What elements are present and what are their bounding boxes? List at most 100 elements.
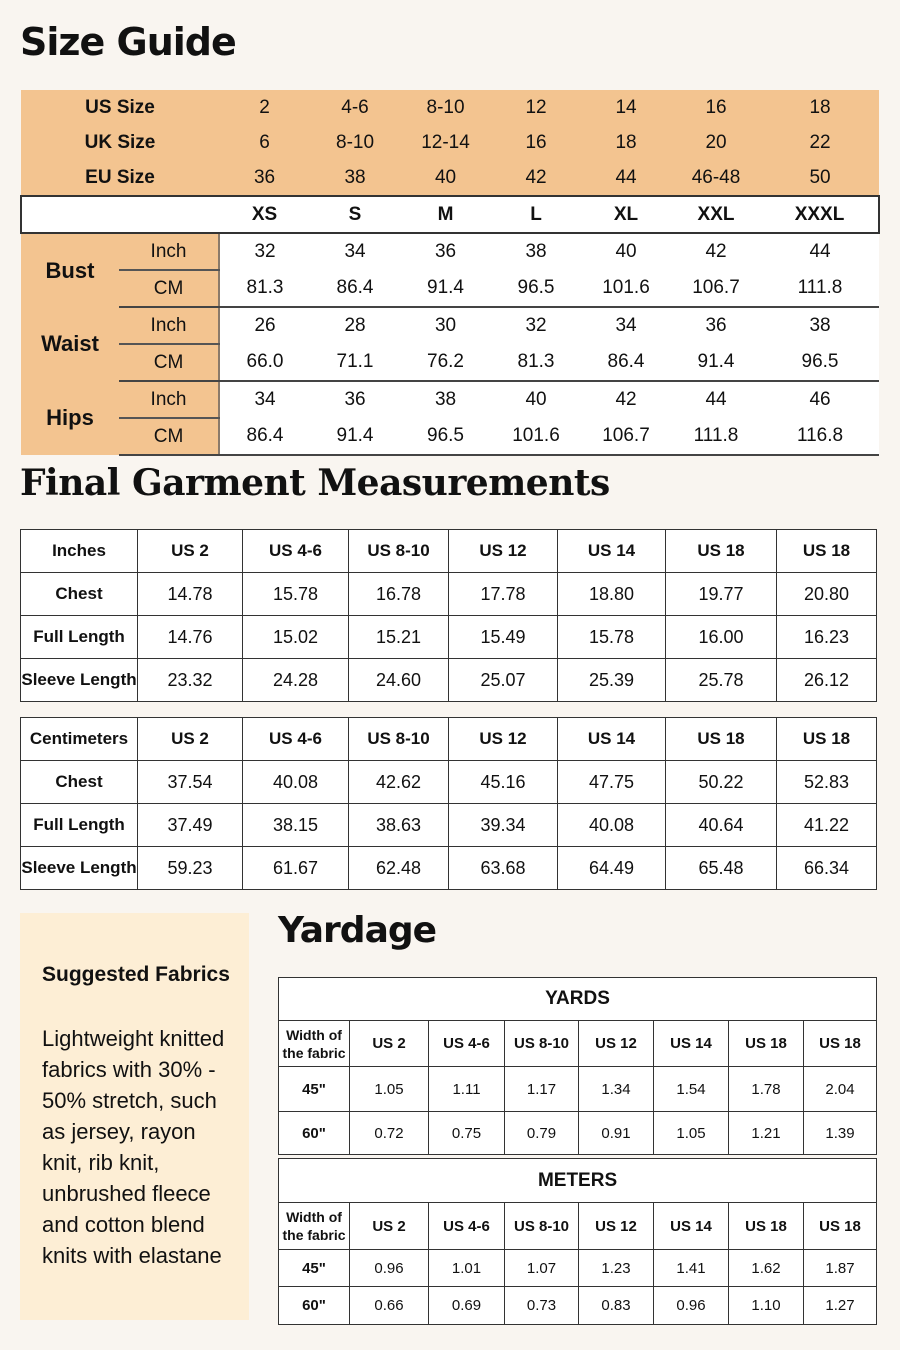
yardage-value: 1.54 [653,1066,729,1112]
measurement-value: 71.1 [310,344,401,382]
letter-size: M [400,195,492,234]
yardage-value: 1.34 [578,1066,654,1112]
size-column-header: US 8-10 [504,1020,579,1067]
garment-value: 41.22 [776,803,877,847]
measurement-value: 106.7 [581,418,672,456]
size-column-header: US 4-6 [428,1020,505,1067]
yardage-row: 45" 0.96 1.01 1.07 1.23 1.41 1.62 1.87 [278,1249,878,1287]
yardage-title: Yardage [278,910,437,951]
size-value: 50 [761,160,880,196]
yardage-value: 0.96 [349,1249,429,1287]
letter-size: S [310,195,401,234]
garment-row: Chest 37.54 40.08 42.62 45.16 47.75 50.22 52.83 [20,760,877,804]
garment-value: 59.23 [137,846,243,890]
letter-size: XL [581,195,672,234]
size-value: 20 [671,125,762,160]
garment-value: 25.39 [557,658,666,702]
unit-label: Inch [119,381,221,419]
size-value: 18 [761,90,880,125]
size-value: 40 [400,160,492,196]
garment-value: 64.49 [557,846,666,890]
width-of-fabric-label: Width of the fabric [278,1020,350,1067]
size-column-header: US 4-6 [428,1202,505,1250]
size-column-header: US 4-6 [242,529,349,573]
size-value: 16 [671,90,762,125]
measurement-value: 116.8 [761,418,880,456]
size-value: 12-14 [400,125,492,160]
garment-value: 19.77 [665,572,777,616]
yardage-value: 0.75 [428,1111,505,1155]
garment-value: 42.62 [348,760,449,804]
size-header-row: UK Size 6 8-10 12-14 16 18 20 22 [21,125,880,160]
measurement-value: 34 [219,381,311,418]
measurement-row: Waist Inch 26 28 30 32 34 36 38 [21,307,880,381]
garment-measure-label: Full Length [20,615,138,659]
measurement-value: 91.4 [310,418,401,456]
measurement-value: 38 [761,307,880,344]
size-column-header: US 18 [776,529,877,573]
measurement-name: Bust [21,233,119,307]
garment-value: 26.12 [776,658,877,702]
size-column-header: US 14 [557,529,666,573]
letter-size: L [491,195,582,234]
measurement-value: 26 [219,307,311,344]
garment-measure-label: Sleeve Length [20,658,138,702]
yardage-caption-row: YARDS [277,977,878,1021]
garment-value: 18.80 [557,572,666,616]
measurement-row: Hips Inch 34 36 38 40 42 44 46 [21,381,880,455]
garment-value: 24.60 [348,658,449,702]
measurement-value: 91.4 [671,344,762,382]
yardage-value: 2.04 [802,1066,878,1112]
measurement-value: 38 [400,381,492,418]
size-column-header: US 18 [802,1020,878,1067]
measurement-value: 91.4 [400,270,492,308]
yardage-row: 60" 0.66 0.69 0.73 0.83 0.96 1.10 1.27 [278,1286,878,1325]
yardage-value: 1.41 [653,1249,729,1287]
measurement-value: 96.5 [491,270,582,308]
yardage-value: 0.66 [349,1286,429,1325]
size-value: 22 [761,125,880,160]
letter-size: XS [219,195,311,234]
size-column-header: US 12 [448,529,558,573]
measurement-value: 76.2 [400,344,492,382]
garment-row: Full Length 37.49 38.15 38.63 39.34 40.08 40.6… [20,803,877,847]
size-value: 6 [219,125,311,160]
measurement-value: 96.5 [761,344,880,382]
yardage-value: 1.07 [504,1249,579,1287]
measurement-value: 34 [581,307,672,344]
measurement-value: 38 [491,233,582,270]
fabric-width-label: 60" [278,1111,350,1155]
size-column-header: US 2 [137,717,243,761]
measurement-value: 101.6 [581,270,672,308]
garment-value: 40.08 [242,760,349,804]
letter-size-spacer [19,195,220,234]
garment-value: 15.49 [448,615,558,659]
size-column-header: US 18 [728,1020,804,1067]
size-value: 18 [581,125,672,160]
garment-value: 38.63 [348,803,449,847]
size-value: 14 [581,90,672,125]
garment-value: 23.32 [137,658,243,702]
measurement-value: 44 [671,381,762,418]
garment-value: 24.28 [242,658,349,702]
garment-value: 25.78 [665,658,777,702]
size-system-label: US Size [21,90,220,125]
final-garment-title: Final Garment Measurements [20,462,610,504]
measurement-value: 81.3 [491,344,582,382]
measurement-value: 30 [400,307,492,344]
width-of-fabric-label: Width of the fabric [278,1202,350,1250]
yardage-header-row: Width of the fabric US 2 US 4-6 US 8-10 US 1… [278,1020,878,1067]
measurement-row: Bust Inch 32 34 36 38 40 42 44 [21,233,880,307]
yardage-value: 1.01 [428,1249,505,1287]
garment-value: 40.08 [557,803,666,847]
yardage-value: 1.27 [802,1286,878,1325]
letter-size-row: XS S M L XL XXL XXXL [19,195,881,234]
garment-value: 15.78 [557,615,666,659]
garment-value: 52.83 [776,760,877,804]
measurement-row: CM 81.3 86.4 91.4 96.5 101.6 106.7 111.8 [21,270,880,308]
garment-value: 20.80 [776,572,877,616]
measurement-name: Hips [21,381,119,455]
size-guide-title: Size Guide [20,20,237,64]
garment-value: 38.15 [242,803,349,847]
fabric-width-label: 45" [278,1066,350,1112]
